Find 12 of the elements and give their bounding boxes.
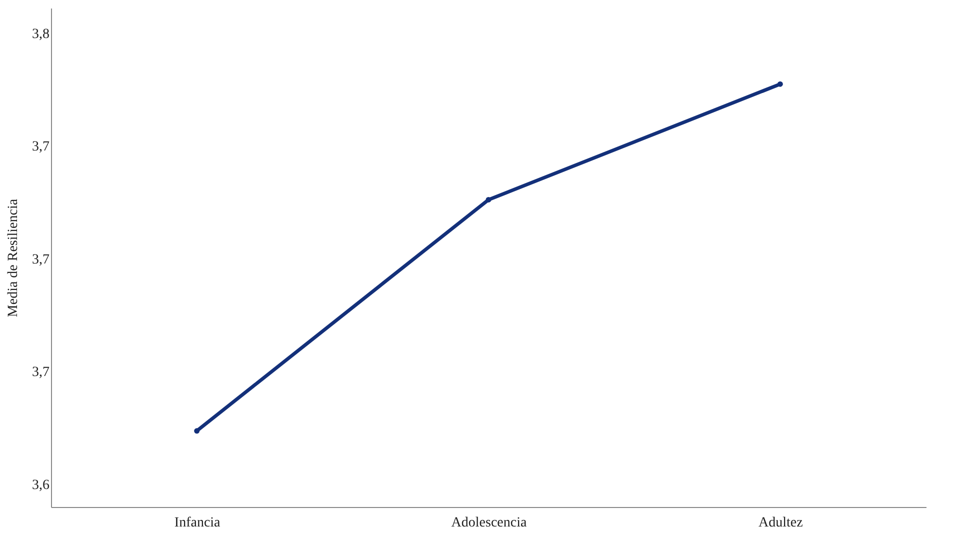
point (194, 428, 200, 434)
y-tick-label: 3,7 (32, 140, 50, 155)
y-axis-title: Media de Resiliencia (6, 198, 21, 318)
y-tick-label: 3,7 (32, 365, 50, 380)
y-tick-label: 3,8 (32, 26, 50, 42)
x-tick-label: Adultez (758, 516, 803, 530)
point (777, 81, 783, 87)
y-tick-label: 3,7 (32, 252, 50, 268)
x-tick-label: Adolescencia (451, 516, 528, 530)
y-tick-label: 3,6 (32, 478, 50, 493)
x-tick-label: Infancia (174, 516, 222, 530)
point (486, 196, 492, 202)
